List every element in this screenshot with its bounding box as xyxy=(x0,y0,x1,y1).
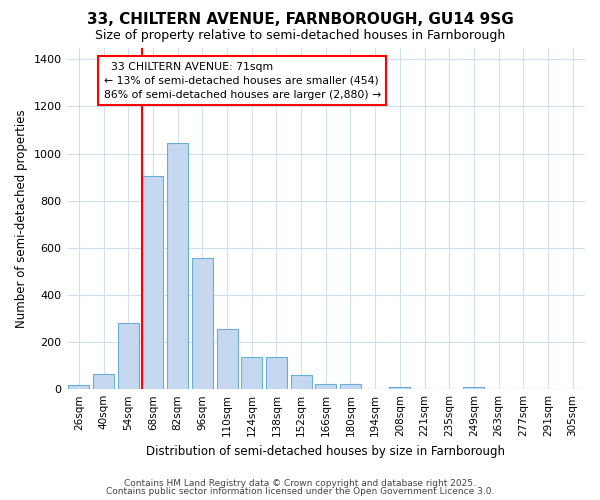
X-axis label: Distribution of semi-detached houses by size in Farnborough: Distribution of semi-detached houses by … xyxy=(146,444,505,458)
Text: Contains public sector information licensed under the Open Government Licence 3.: Contains public sector information licen… xyxy=(106,487,494,496)
Bar xyxy=(241,358,262,389)
Bar xyxy=(217,329,238,389)
Bar xyxy=(142,176,163,389)
Bar xyxy=(290,374,311,389)
Bar xyxy=(315,384,336,389)
Text: 33, CHILTERN AVENUE, FARNBOROUGH, GU14 9SG: 33, CHILTERN AVENUE, FARNBOROUGH, GU14 9… xyxy=(86,12,514,28)
Bar xyxy=(340,384,361,389)
Bar xyxy=(266,358,287,389)
Bar xyxy=(463,387,484,389)
Y-axis label: Number of semi-detached properties: Number of semi-detached properties xyxy=(15,109,28,328)
Bar xyxy=(192,258,213,389)
Text: 33 CHILTERN AVENUE: 71sqm
← 13% of semi-detached houses are smaller (454)
86% of: 33 CHILTERN AVENUE: 71sqm ← 13% of semi-… xyxy=(104,62,381,100)
Bar xyxy=(68,385,89,389)
Bar xyxy=(93,374,114,389)
Text: Size of property relative to semi-detached houses in Farnborough: Size of property relative to semi-detach… xyxy=(95,29,505,42)
Bar xyxy=(167,143,188,389)
Bar xyxy=(389,387,410,389)
Text: Contains HM Land Registry data © Crown copyright and database right 2025.: Contains HM Land Registry data © Crown c… xyxy=(124,478,476,488)
Bar xyxy=(118,323,139,389)
